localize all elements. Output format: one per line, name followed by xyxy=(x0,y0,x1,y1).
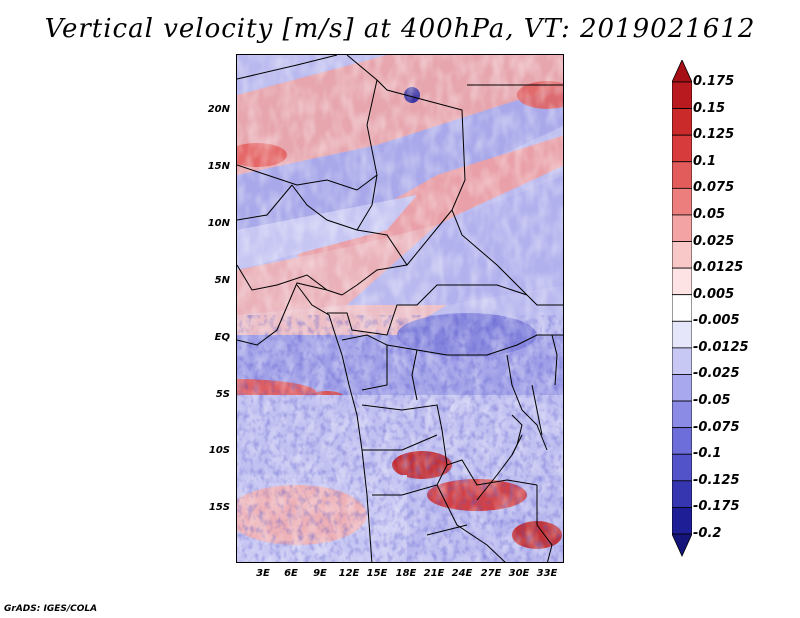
map-title: Vertical velocity [m/s] at 400hPa, VT: 2… xyxy=(44,14,756,44)
colorbar-label: -0.05 xyxy=(693,393,731,409)
lon-label: 3E xyxy=(256,568,270,579)
colorbar-label: 0.05 xyxy=(693,206,726,222)
lat-label: 5N xyxy=(214,275,230,286)
colorbar-swatch xyxy=(672,427,692,455)
lon-label: 12E xyxy=(338,568,360,579)
lat-label: 10S xyxy=(208,445,230,456)
lon-label: 24E xyxy=(451,568,473,579)
map-panel xyxy=(236,54,564,563)
colorbar-swatch xyxy=(672,374,692,402)
colorbar-label: -0.075 xyxy=(693,419,740,435)
colorbar-bottom-arrow xyxy=(672,533,692,557)
lon-label: 27E xyxy=(480,568,502,579)
credit-text: GrADS: IGES/COLA xyxy=(4,604,98,614)
lat-label: 10N xyxy=(207,218,230,229)
colorbar-label: 0.15 xyxy=(693,100,726,116)
lon-label: 9E xyxy=(313,568,327,579)
colorbar-swatches xyxy=(672,60,692,557)
colorbar-label: 0.005 xyxy=(693,286,735,302)
colorbar-swatch xyxy=(672,241,692,269)
colorbar: 0.175 0.15 0.125 0.1 0.075 0.05 0.025 0.0125 0.0… xyxy=(672,60,800,560)
colorbar-swatch xyxy=(672,134,692,163)
colorbar-swatch xyxy=(672,480,692,508)
colorbar-label: -0.1 xyxy=(693,446,722,462)
colorbar-swatch xyxy=(672,267,692,296)
lon-label: 18E xyxy=(395,568,417,579)
colorbar-label: 0.1 xyxy=(693,153,717,169)
lon-label: 6E xyxy=(284,568,298,579)
colorbar-label: -0.005 xyxy=(693,313,740,329)
colorbar-label: -0.175 xyxy=(693,499,740,515)
lon-label: 21E xyxy=(423,568,445,579)
colorbar-swatch xyxy=(672,507,692,535)
colorbar-swatch xyxy=(672,108,692,136)
colorbar-top-arrow xyxy=(672,60,692,83)
colorbar-swatch xyxy=(672,161,692,189)
lat-label: 20N xyxy=(207,104,230,115)
colorbar-label: 0.125 xyxy=(693,127,735,143)
colorbar-label: 0.0125 xyxy=(693,260,744,276)
lat-label: 15S xyxy=(208,502,230,513)
lat-label: EQ xyxy=(214,332,230,343)
colorbar-swatch xyxy=(672,320,692,349)
lat-label: 5S xyxy=(215,389,230,400)
colorbar-label: 0.025 xyxy=(693,233,735,249)
colorbar-swatch xyxy=(672,453,692,482)
colorbar-label: 0.175 xyxy=(693,74,735,89)
colorbar-label: -0.125 xyxy=(693,472,740,488)
colorbar-label: -0.0125 xyxy=(693,339,749,355)
vertical-velocity-field xyxy=(237,55,563,562)
colorbar-label: -0.025 xyxy=(693,366,740,382)
colorbar-label: -0.2 xyxy=(693,526,722,541)
colorbar-swatch xyxy=(672,214,692,242)
lat-label: 15N xyxy=(207,161,230,172)
colorbar-swatch xyxy=(672,347,692,375)
colorbar-swatch xyxy=(672,81,692,109)
colorbar-swatch xyxy=(672,294,692,322)
colorbar-swatch xyxy=(672,400,692,429)
lon-label: 15E xyxy=(366,568,388,579)
colorbar-swatch xyxy=(672,187,692,216)
lon-label: 33E xyxy=(536,568,558,579)
colorbar-label: 0.075 xyxy=(693,180,735,196)
country-borders xyxy=(237,55,563,562)
lon-label: 30E xyxy=(508,568,530,579)
